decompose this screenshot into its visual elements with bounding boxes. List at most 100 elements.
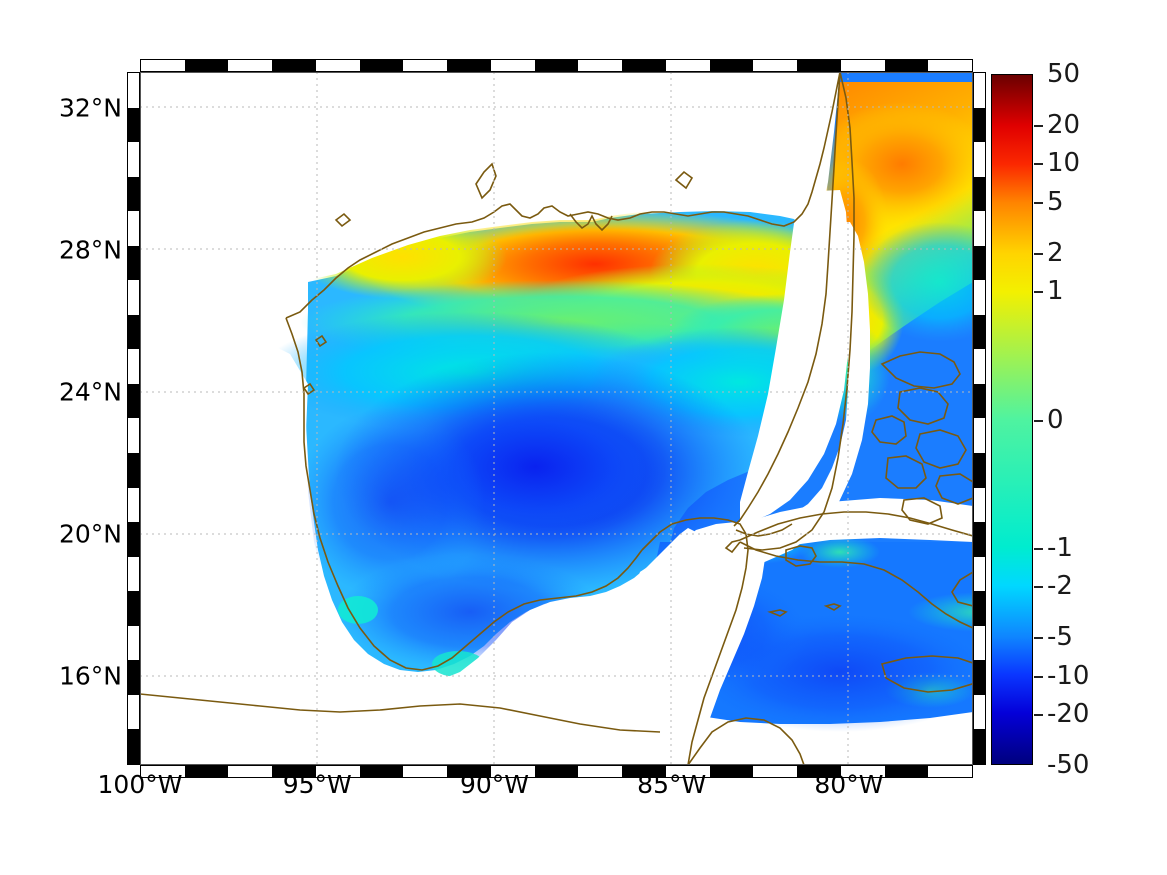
central-america-coast	[140, 693, 661, 733]
land-masks	[140, 72, 973, 765]
abaco	[897, 387, 949, 425]
cuba-landmask	[740, 498, 973, 550]
cayman-brac	[823, 603, 842, 611]
frame-checker-cell	[447, 60, 491, 71]
gulf-coast-line	[285, 72, 841, 319]
veracruz-coastal	[338, 596, 378, 624]
frame-checker-cell	[974, 245, 985, 281]
colorbar-tick-mark	[1034, 163, 1043, 166]
frame-right	[973, 72, 986, 765]
colorbar-tick-mark	[1034, 202, 1043, 204]
grand-bahama	[880, 351, 961, 389]
y-tick-label: 16°N	[58, 661, 122, 691]
frame-checker-cell	[534, 766, 579, 777]
frame-checker-cell	[128, 107, 139, 143]
frame-checker-cell	[359, 766, 404, 777]
x-tick-label: 80°W	[814, 770, 884, 799]
mexico-landmass	[140, 308, 700, 765]
colorbar-tick-mark	[1034, 124, 1043, 127]
cuba-nw-coastal	[800, 536, 880, 568]
y-tick-label: 32°N	[58, 93, 122, 123]
western-gulf-deep	[295, 407, 485, 597]
frame-checker-cell	[128, 383, 139, 419]
frame-left	[127, 72, 140, 765]
frame-checker-cell	[974, 107, 985, 143]
colorbar-tick-mark	[1034, 714, 1043, 717]
frame-checker-cell	[974, 314, 985, 350]
frame-bottom	[140, 765, 973, 778]
frame-checker-cell	[184, 766, 229, 777]
frame-checker-cell	[447, 766, 491, 777]
cuba-west-tip	[724, 539, 741, 554]
colorbar-tick-label: -20	[1047, 699, 1090, 730]
colorbar-tick-mark	[1034, 675, 1043, 678]
y-tick-label: 28°N	[58, 235, 122, 265]
frame-top	[140, 59, 973, 72]
frame-checker-cell	[622, 60, 666, 71]
colorbar-tick-label: -2	[1047, 571, 1073, 602]
central-america-mask	[140, 712, 973, 765]
colorbar-tick-label: 10	[1047, 148, 1081, 179]
jamaica	[881, 655, 973, 693]
atlantic-cyan	[860, 222, 973, 342]
andros	[871, 415, 907, 445]
x-tick-label: 95°W	[282, 770, 352, 799]
frame-checker-cell	[128, 314, 139, 350]
colorbar-tick-label: 2	[1047, 237, 1064, 268]
frame-checker-cell	[974, 591, 985, 626]
frame-checker-cell	[709, 60, 754, 71]
florida-west-coast	[733, 72, 841, 527]
frame-checker-cell	[128, 729, 139, 764]
frame-checker-cell	[974, 660, 985, 695]
eleuthera	[915, 429, 967, 469]
isla-juventud	[785, 545, 817, 567]
frame-checker-cell	[974, 729, 985, 764]
cuba-s-coastal	[908, 592, 973, 632]
colorbar-tick-label: -1	[1047, 532, 1073, 563]
x-tick-label: 100°W	[97, 770, 183, 799]
frame-checker-cell	[128, 522, 139, 557]
gridlines	[140, 72, 973, 765]
colorbar-tick-mark	[1034, 636, 1043, 639]
frame-checker-cell	[128, 660, 139, 695]
frame-checker-cell	[128, 176, 139, 212]
belize-honduras-coast	[687, 717, 805, 765]
colorbar-tick-mark	[1034, 291, 1043, 294]
colorbar-tick-mark	[1034, 547, 1043, 550]
frame-checker-cell	[272, 766, 316, 777]
small-island-e	[674, 170, 694, 190]
y-tick-label: 24°N	[58, 377, 122, 407]
frame-checker-cell	[884, 766, 929, 777]
florida-keys	[735, 523, 793, 537]
frame-checker-cell	[272, 60, 316, 71]
frame-checker-cell	[128, 245, 139, 281]
frame-checker-cell	[974, 383, 985, 419]
colorbar-tick-label: 20	[1047, 109, 1081, 140]
map-plot-area	[140, 72, 973, 765]
cuba-south-coast	[739, 541, 973, 629]
long-island	[901, 497, 943, 525]
frame-checker-cell	[709, 766, 754, 777]
cat-island	[935, 473, 973, 505]
x-tick-label: 90°W	[459, 770, 529, 799]
colorbar-tick-label: -5	[1047, 621, 1073, 652]
colorbar-gradient	[992, 75, 1032, 764]
frame-checker-cell	[359, 60, 404, 71]
small-island-c	[334, 212, 352, 228]
frame-checker-cell	[128, 453, 139, 488]
new-providence	[885, 455, 927, 489]
y-tick-label: 20°N	[58, 519, 122, 549]
mississippi-delta	[569, 213, 613, 232]
grand-cayman	[767, 609, 788, 617]
small-island-a	[314, 334, 328, 348]
frame-checker-cell	[884, 60, 929, 71]
frame-checker-cell	[622, 766, 666, 777]
florida-wedge	[740, 190, 850, 522]
colorbar[interactable]	[991, 74, 1033, 765]
colorbar-tick-mark	[1034, 586, 1043, 589]
colorbar-tick-label: -10	[1047, 660, 1090, 691]
colorbar-tick-label: 1	[1047, 276, 1064, 307]
frame-checker-cell	[974, 176, 985, 212]
mexico-east-coast	[285, 317, 643, 671]
frame-checker-cell	[974, 522, 985, 557]
